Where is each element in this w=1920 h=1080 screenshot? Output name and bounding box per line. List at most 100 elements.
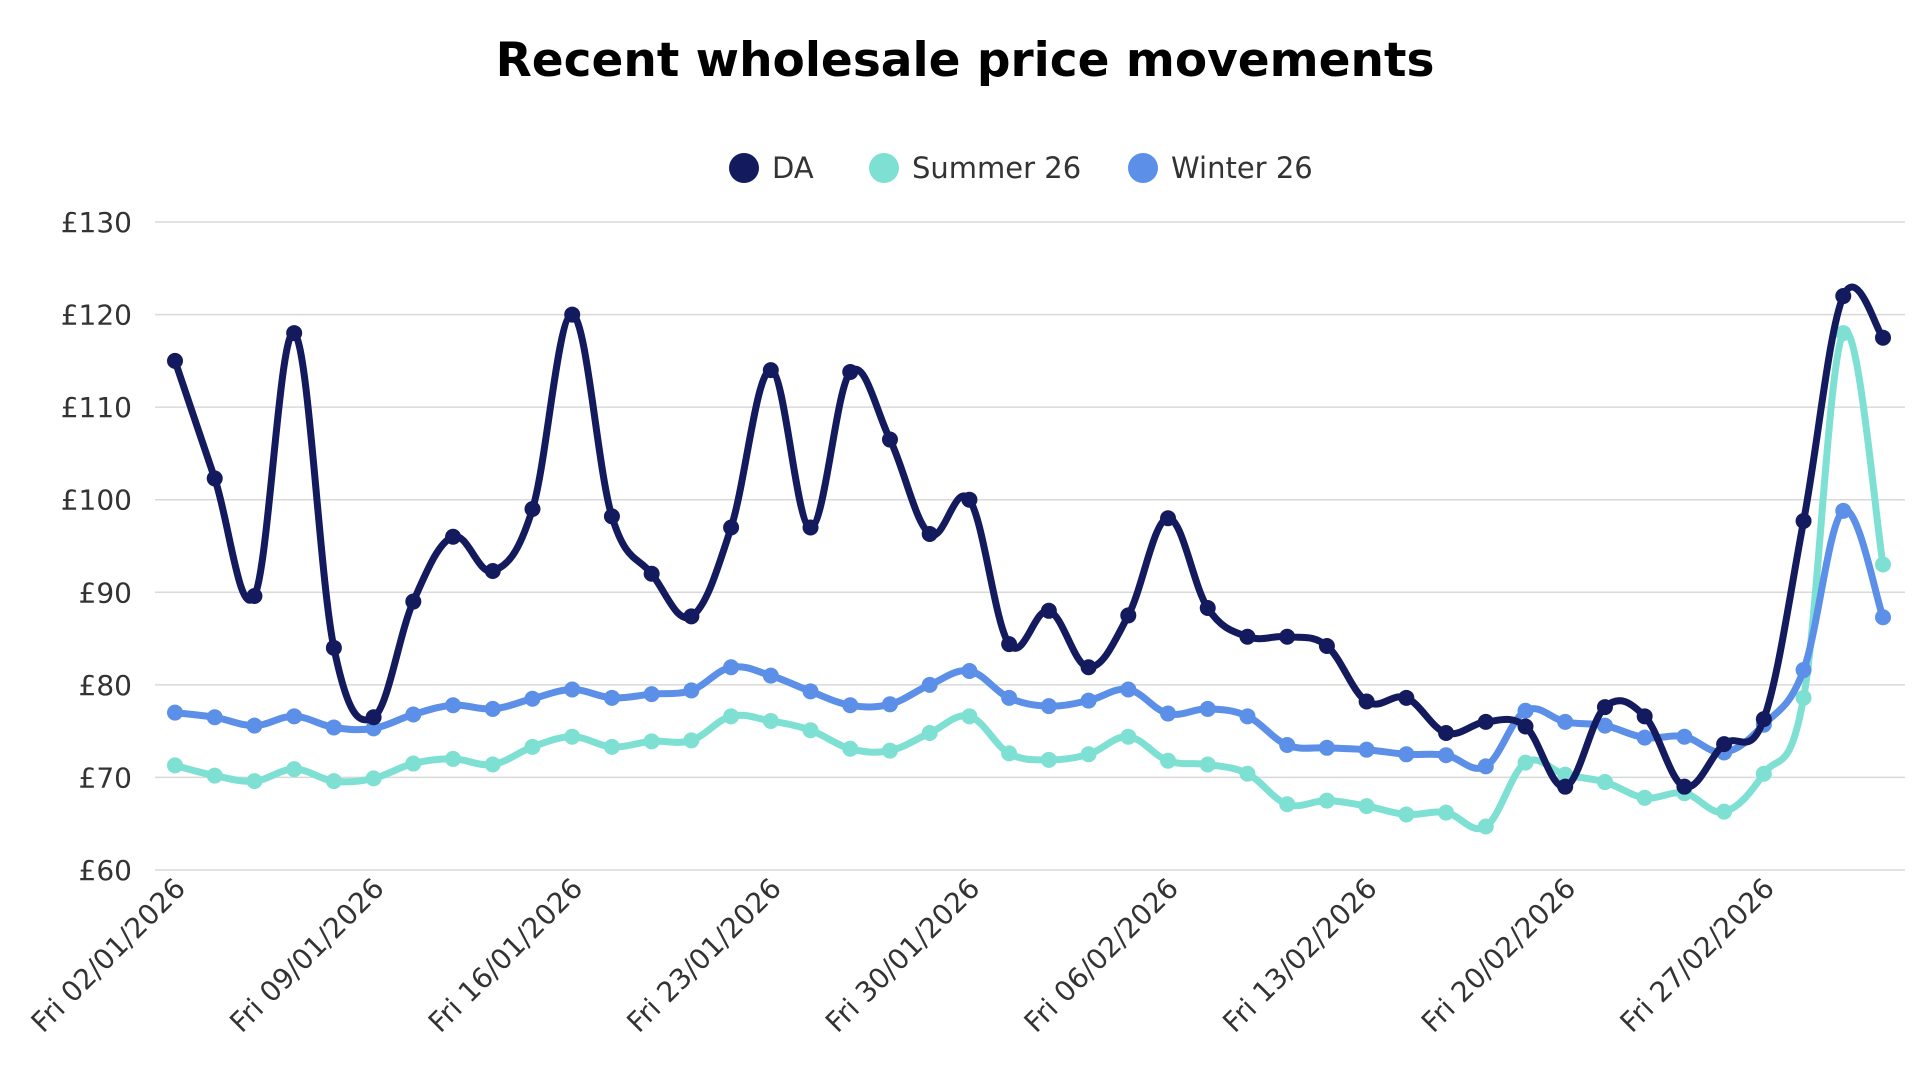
data-point[interactable] [802, 722, 819, 739]
data-point[interactable] [921, 525, 938, 542]
data-point[interactable] [1160, 705, 1177, 722]
data-point[interactable] [365, 770, 382, 787]
data-point[interactable] [206, 767, 223, 784]
data-point[interactable] [1199, 756, 1216, 773]
data-point[interactable] [325, 773, 342, 790]
data-point[interactable] [206, 470, 223, 487]
data-point[interactable] [683, 732, 700, 749]
data-point[interactable] [1398, 689, 1415, 706]
data-point[interactable] [484, 700, 501, 717]
data-point[interactable] [1080, 692, 1097, 709]
data-point[interactable] [1676, 728, 1693, 745]
data-point[interactable] [1875, 556, 1891, 573]
data-point[interactable] [683, 608, 700, 625]
data-point[interactable] [1517, 702, 1534, 719]
data-point[interactable] [603, 689, 620, 706]
legend-item-1[interactable]: Summer 26 [869, 151, 1081, 185]
data-point[interactable] [1120, 681, 1137, 698]
data-point[interactable] [1596, 717, 1613, 734]
data-point[interactable] [723, 519, 740, 536]
data-point[interactable] [1199, 700, 1216, 717]
data-point[interactable] [1875, 609, 1891, 626]
data-point[interactable] [1438, 724, 1455, 741]
data-point[interactable] [762, 362, 779, 379]
data-point[interactable] [564, 306, 581, 323]
data-point[interactable] [1239, 628, 1256, 645]
data-point[interactable] [603, 738, 620, 755]
data-point[interactable] [1477, 758, 1494, 775]
data-point[interactable] [405, 755, 422, 772]
data-point[interactable] [1120, 607, 1137, 624]
data-point[interactable] [1358, 798, 1375, 815]
data-point[interactable] [1160, 510, 1177, 527]
data-point[interactable] [206, 709, 223, 726]
data-point[interactable] [1358, 741, 1375, 758]
data-point[interactable] [643, 733, 660, 750]
data-point[interactable] [1596, 774, 1613, 791]
data-point[interactable] [524, 690, 541, 707]
data-point[interactable] [1755, 711, 1772, 728]
data-point[interactable] [246, 773, 263, 790]
data-point[interactable] [1636, 789, 1653, 806]
data-point[interactable] [1636, 729, 1653, 746]
data-point[interactable] [683, 682, 700, 699]
data-point[interactable] [325, 719, 342, 736]
data-point[interactable] [802, 683, 819, 700]
data-point[interactable] [1318, 637, 1335, 654]
data-point[interactable] [1080, 746, 1097, 763]
data-point[interactable] [524, 500, 541, 517]
data-point[interactable] [1477, 818, 1494, 835]
data-point[interactable] [1398, 806, 1415, 823]
data-point[interactable] [1239, 708, 1256, 725]
data-point[interactable] [1557, 778, 1574, 795]
data-point[interactable] [1358, 693, 1375, 710]
data-point[interactable] [762, 712, 779, 729]
data-point[interactable] [1716, 803, 1733, 820]
data-point[interactable] [445, 750, 462, 767]
data-point[interactable] [1080, 659, 1097, 676]
data-point[interactable] [842, 697, 859, 714]
data-point[interactable] [1835, 325, 1852, 342]
data-point[interactable] [167, 757, 183, 774]
data-point[interactable] [1795, 689, 1812, 706]
data-point[interactable] [1438, 804, 1455, 821]
data-point[interactable] [842, 363, 859, 380]
data-point[interactable] [1755, 765, 1772, 782]
data-point[interactable] [1279, 737, 1296, 754]
data-point[interactable] [445, 697, 462, 714]
data-point[interactable] [1040, 698, 1057, 715]
data-point[interactable] [286, 708, 303, 725]
data-point[interactable] [1477, 713, 1494, 730]
data-point[interactable] [1160, 752, 1177, 769]
data-point[interactable] [1716, 736, 1733, 753]
data-point[interactable] [842, 740, 859, 757]
data-point[interactable] [1875, 329, 1891, 346]
data-point[interactable] [1557, 713, 1574, 730]
data-point[interactable] [325, 639, 342, 656]
data-point[interactable] [1001, 745, 1018, 762]
legend-item-0[interactable]: DA [729, 151, 814, 185]
data-point[interactable] [246, 587, 263, 604]
data-point[interactable] [881, 431, 898, 448]
data-point[interactable] [1517, 718, 1534, 735]
data-point[interactable] [643, 565, 660, 582]
data-point[interactable] [802, 519, 819, 536]
data-point[interactable] [484, 756, 501, 773]
data-point[interactable] [1199, 600, 1216, 617]
data-point[interactable] [921, 724, 938, 741]
data-point[interactable] [881, 742, 898, 759]
data-point[interactable] [961, 491, 978, 508]
data-point[interactable] [1318, 792, 1335, 809]
data-point[interactable] [564, 681, 581, 698]
data-point[interactable] [1795, 662, 1812, 679]
data-point[interactable] [1001, 689, 1018, 706]
data-point[interactable] [1239, 765, 1256, 782]
data-point[interactable] [365, 709, 382, 726]
data-point[interactable] [1001, 636, 1018, 653]
data-point[interactable] [961, 662, 978, 679]
data-point[interactable] [1279, 796, 1296, 813]
data-point[interactable] [1795, 513, 1812, 530]
data-point[interactable] [286, 325, 303, 342]
data-point[interactable] [603, 508, 620, 525]
data-point[interactable] [961, 708, 978, 725]
